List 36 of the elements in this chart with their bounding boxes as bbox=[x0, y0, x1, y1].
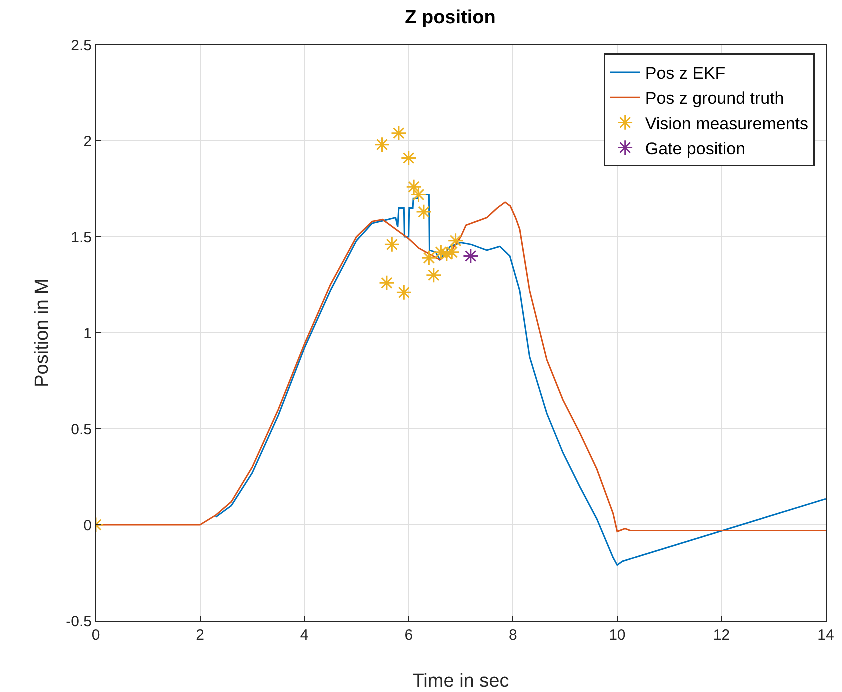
y-tick-label: 2 bbox=[84, 133, 92, 150]
legend-label: Vision measurements bbox=[645, 114, 809, 134]
x-tick-label: 8 bbox=[508, 627, 518, 644]
x-axis-title: Time in sec bbox=[412, 671, 510, 692]
point bbox=[448, 232, 464, 249]
point bbox=[416, 204, 432, 220]
x-tick-label: 6 bbox=[404, 627, 414, 644]
y-tick-label: 0 bbox=[84, 517, 92, 534]
point bbox=[396, 284, 412, 301]
y-tick-label: -0.5 bbox=[66, 613, 92, 630]
point bbox=[410, 186, 427, 203]
x-tick-label: 12 bbox=[713, 627, 730, 644]
point bbox=[391, 125, 407, 142]
point bbox=[444, 244, 460, 260]
y-tick-label: 2.5 bbox=[71, 37, 92, 54]
x-tick-label: 4 bbox=[300, 627, 309, 644]
chart-title: Z position bbox=[405, 8, 496, 29]
y-axis-title: Position in M bbox=[32, 278, 53, 388]
point bbox=[421, 250, 438, 266]
point bbox=[426, 267, 442, 284]
legend-label: Gate position bbox=[645, 139, 746, 158]
legend-label: Pos z ground truth bbox=[645, 89, 784, 108]
point bbox=[379, 275, 395, 292]
point bbox=[400, 150, 417, 166]
y-tick-label: 1 bbox=[84, 325, 92, 342]
point bbox=[462, 248, 479, 264]
point bbox=[406, 179, 422, 196]
point bbox=[384, 236, 400, 253]
line-series bbox=[215, 194, 826, 566]
legend-label: Pos z EKF bbox=[645, 64, 726, 84]
point bbox=[374, 136, 390, 153]
x-tick-label: 14 bbox=[818, 627, 834, 644]
x-tick-label: 2 bbox=[196, 627, 204, 644]
y-tick-label: 0.5 bbox=[71, 421, 92, 438]
x-tick-label: 10 bbox=[609, 627, 626, 644]
y-tick-label: 1.5 bbox=[71, 229, 92, 246]
